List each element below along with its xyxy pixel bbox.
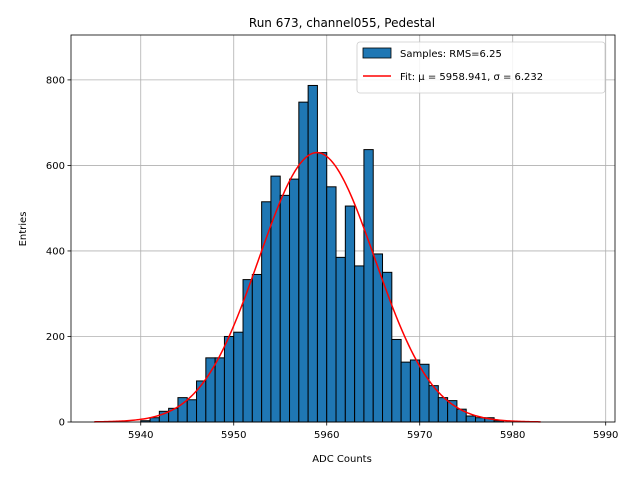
legend-samples-swatch: [362, 47, 392, 59]
histogram-bar: [214, 357, 225, 423]
gaussian-fit-curve: [94, 151, 541, 423]
histogram-bar: [307, 84, 318, 423]
x-axis-ticks: 5940 5950 5960 5970 5980 5990: [128, 422, 618, 441]
x-tick-label: 5950: [221, 430, 246, 441]
histogram-bar: [409, 359, 421, 423]
y-tick-label: 800: [46, 75, 65, 86]
histogram-bar: [298, 101, 309, 423]
histogram-bar: [261, 201, 272, 423]
histogram-bar: [363, 149, 374, 423]
legend-box: [356, 41, 606, 94]
histogram-bar: [400, 361, 411, 423]
histogram-bar: [251, 273, 263, 423]
legend-samples-label: Samples: RMS=6.25: [400, 49, 502, 60]
legend: Samples: RMS=6.25 Fit: μ = 5958.941, σ =…: [356, 41, 606, 94]
histogram-bar: [186, 399, 198, 423]
chart-title: Run 673, channel055, Pedestal: [249, 16, 435, 30]
axes-frame: [70, 34, 616, 423]
histogram-bar: [335, 256, 346, 423]
histogram-bar: [326, 186, 337, 423]
histogram-bar: [196, 380, 207, 423]
histogram-bar: [316, 152, 328, 423]
x-tick-label: 5990: [593, 430, 618, 441]
y-tick-label: 0: [59, 418, 65, 429]
x-tick-label: 5970: [407, 430, 432, 441]
y-axis-label: Entries: [18, 212, 29, 247]
histogram-bar: [289, 178, 300, 423]
histogram-bar: [344, 205, 356, 423]
histogram-bar: [242, 279, 253, 423]
y-tick-label: 600: [46, 161, 65, 172]
histogram-bar: [391, 338, 402, 423]
y-tick-label: 200: [46, 332, 65, 343]
y-tick-label: 400: [46, 246, 65, 257]
x-tick-label: 5940: [128, 430, 153, 441]
histogram-bar: [465, 415, 477, 423]
histogram-bar: [233, 331, 244, 423]
legend-fit-label: Fit: μ = 5958.941, σ = 6.232: [400, 72, 543, 83]
histogram-bar: [437, 397, 449, 423]
histogram-bar: [279, 194, 291, 423]
histogram-bar: [372, 253, 384, 423]
x-axis-label: ADC Counts: [312, 454, 372, 465]
y-axis-ticks: 0 200 400 600 800: [46, 75, 71, 429]
histogram-bar: [354, 265, 365, 423]
x-tick-label: 5980: [500, 430, 525, 441]
histogram-bar: [223, 335, 235, 423]
histogram-bar: [149, 417, 160, 423]
x-tick-label: 5960: [314, 430, 339, 441]
